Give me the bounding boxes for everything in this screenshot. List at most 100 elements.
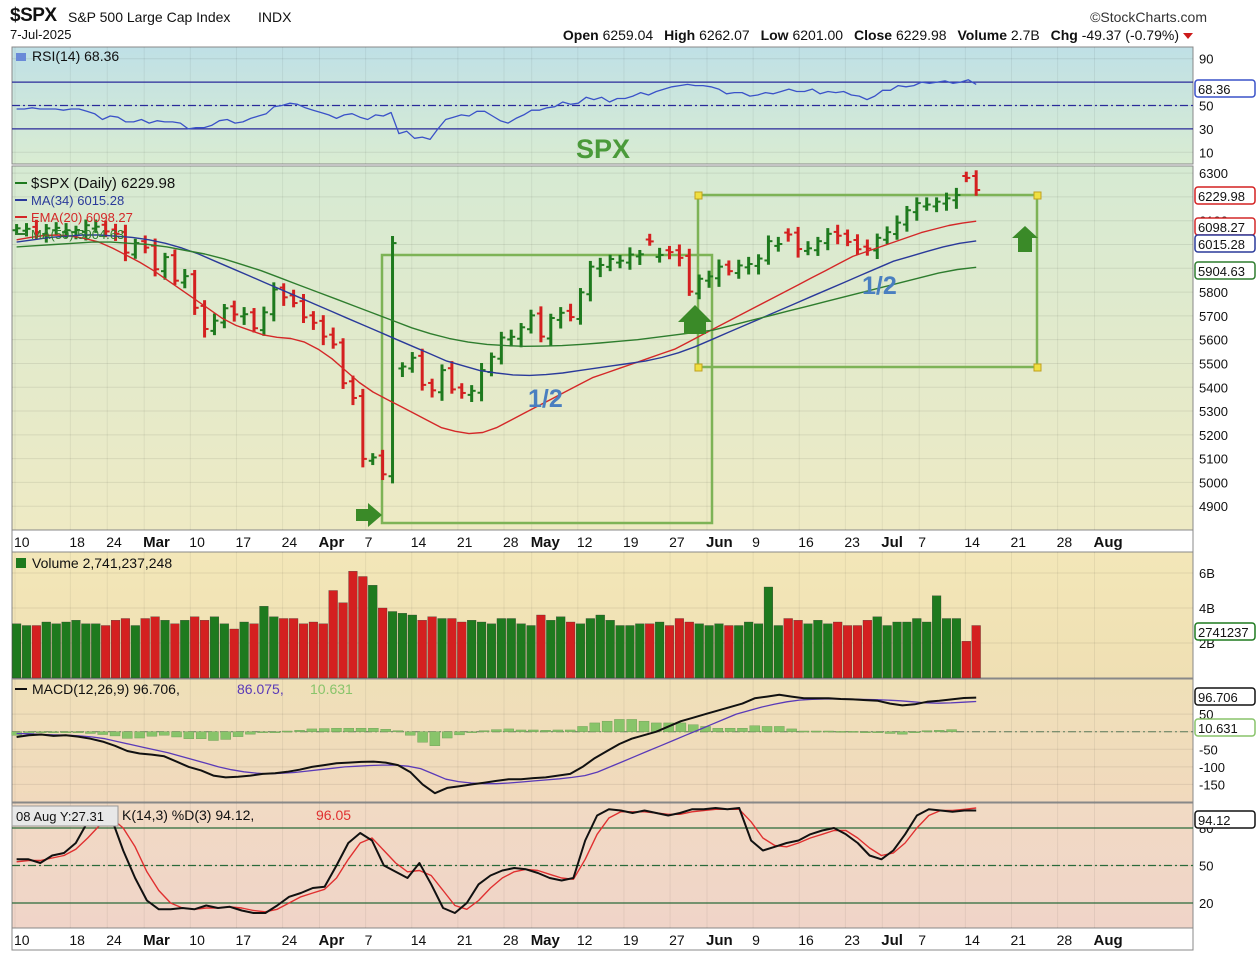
macd-legend-signal: 86.075, — [237, 681, 284, 697]
box-handle — [694, 191, 703, 200]
macd-histogram-bar — [761, 726, 773, 732]
price-date-tick-label: 17 — [235, 534, 251, 550]
volume-bar — [951, 618, 961, 679]
bottom-date-tick-label: 28 — [503, 932, 519, 948]
bottom-date-tick-label: 18 — [69, 932, 85, 948]
volume-bar — [417, 620, 427, 679]
price-last-value: 6229.98 — [1198, 189, 1245, 204]
price-date-tick-label: Mar — [143, 534, 170, 551]
macd-legend-name: MACD(12,26,9) 96.706, — [32, 681, 180, 697]
price-last-value: 5904.63 — [1198, 264, 1245, 279]
volume-bar — [120, 618, 130, 679]
price-tick-label: 5600 — [1199, 333, 1228, 348]
macd-panel — [11, 678, 1194, 803]
price-date-tick-label: 7 — [918, 534, 926, 550]
bottom-date-tick-label: Mar — [143, 932, 170, 949]
macd-line — [16, 693, 977, 795]
macd-histogram-bar — [466, 731, 477, 733]
ma50-line — [16, 241, 977, 347]
bottom-date-tick-label: Jul — [881, 932, 903, 949]
volume-bar — [239, 621, 249, 679]
macd-histogram-bar — [97, 731, 108, 735]
price-date-tick-label: 28 — [1057, 534, 1073, 550]
bottom-date-tick-label: 27 — [669, 932, 685, 948]
rsi-tick-label: 30 — [1199, 122, 1213, 137]
volume-bar — [200, 620, 210, 679]
macd-histogram-bar — [528, 729, 539, 732]
volume-bar — [912, 618, 922, 679]
price-date-tick-label: 24 — [106, 534, 122, 550]
price-date-tick-label: Aug — [1094, 534, 1123, 551]
up-arrow-icon — [1012, 226, 1038, 252]
close-value: 6229.98 — [895, 27, 947, 43]
volume-bar — [605, 620, 615, 679]
volume-bar — [526, 625, 536, 679]
bottom-date-tick-label: 7 — [365, 932, 373, 948]
volume-bar — [387, 611, 398, 679]
volume-bar — [566, 621, 576, 679]
macd-histogram-bar — [208, 731, 219, 741]
macd-histogram-bar — [946, 729, 957, 732]
price-tick-label: 5800 — [1199, 285, 1228, 300]
rsi-tick-label: 10 — [1199, 145, 1213, 160]
volume-bar — [694, 623, 704, 679]
bottom-date-tick-label: 24 — [106, 932, 122, 948]
volume-bar — [496, 618, 506, 679]
macd-tick-label: -150 — [1199, 777, 1225, 792]
price-date-tick-label: 23 — [844, 534, 860, 550]
price-last-value: 6015.28 — [1198, 237, 1245, 252]
volume-bar — [536, 614, 546, 679]
macd-histogram-bar — [749, 725, 760, 732]
volume-bar — [664, 625, 675, 679]
volume-bar — [160, 620, 170, 679]
volume-bar — [111, 620, 121, 679]
volume-bar — [289, 618, 299, 679]
volume-bar — [922, 621, 932, 679]
volume-bar — [190, 616, 200, 679]
macd-histogram-bar — [171, 731, 182, 738]
price-date-tick-label: 16 — [798, 534, 814, 550]
volume-bar — [61, 621, 71, 679]
volume-bar — [506, 618, 516, 679]
high-value: 6262.07 — [699, 27, 750, 43]
exchange-label: INDX — [258, 9, 292, 25]
bottom-date-tick-label: May — [531, 932, 561, 949]
macd-histogram-bar — [368, 728, 379, 732]
macd-histogram-bar — [195, 731, 207, 739]
macd-histogram-bar — [540, 730, 551, 732]
macd-last-value-box — [1194, 687, 1256, 706]
volume-bar — [348, 571, 358, 679]
macd-histogram-bar — [355, 728, 367, 732]
macd-histogram-bar — [454, 731, 465, 736]
macd-histogram-bar — [774, 726, 785, 732]
volume-bar — [714, 623, 724, 679]
volume-bar — [407, 614, 417, 679]
volume-bar — [279, 618, 289, 679]
volume-label: Volume — [957, 27, 1008, 43]
macd-histogram-bar — [232, 731, 244, 737]
macd-histogram-bar — [847, 731, 859, 733]
macd-histogram-bar — [884, 731, 896, 734]
macd-histogram-bar — [626, 719, 637, 732]
macd-hist-last-value-box — [1194, 718, 1256, 737]
volume-bar — [140, 618, 150, 679]
macd-histogram-bar — [675, 722, 687, 732]
volume-bar — [368, 585, 378, 679]
box-handle — [1033, 191, 1042, 200]
chg-label: Chg — [1050, 27, 1078, 43]
bottom-date-tick-label: 9 — [752, 932, 760, 948]
volume-bar — [763, 586, 773, 679]
macd-legend-hist: 10.631 — [310, 681, 353, 697]
chg-value: -49.37 (-0.79%) — [1081, 27, 1179, 43]
stoch-tick-label: 50 — [1199, 859, 1213, 874]
price-date-tick-label: 28 — [503, 534, 519, 550]
volume-bar — [595, 614, 605, 679]
price-date-tick-label: May — [531, 534, 561, 551]
price-date-tick-label: 7 — [365, 534, 373, 550]
volume-bar — [318, 623, 328, 679]
price-date-tick-label: 21 — [1010, 534, 1026, 550]
price-date-tick-label: 27 — [669, 534, 685, 550]
open-label: Open — [562, 27, 599, 43]
price-legend-entry: EMA(20) 6098.27 — [31, 210, 133, 225]
